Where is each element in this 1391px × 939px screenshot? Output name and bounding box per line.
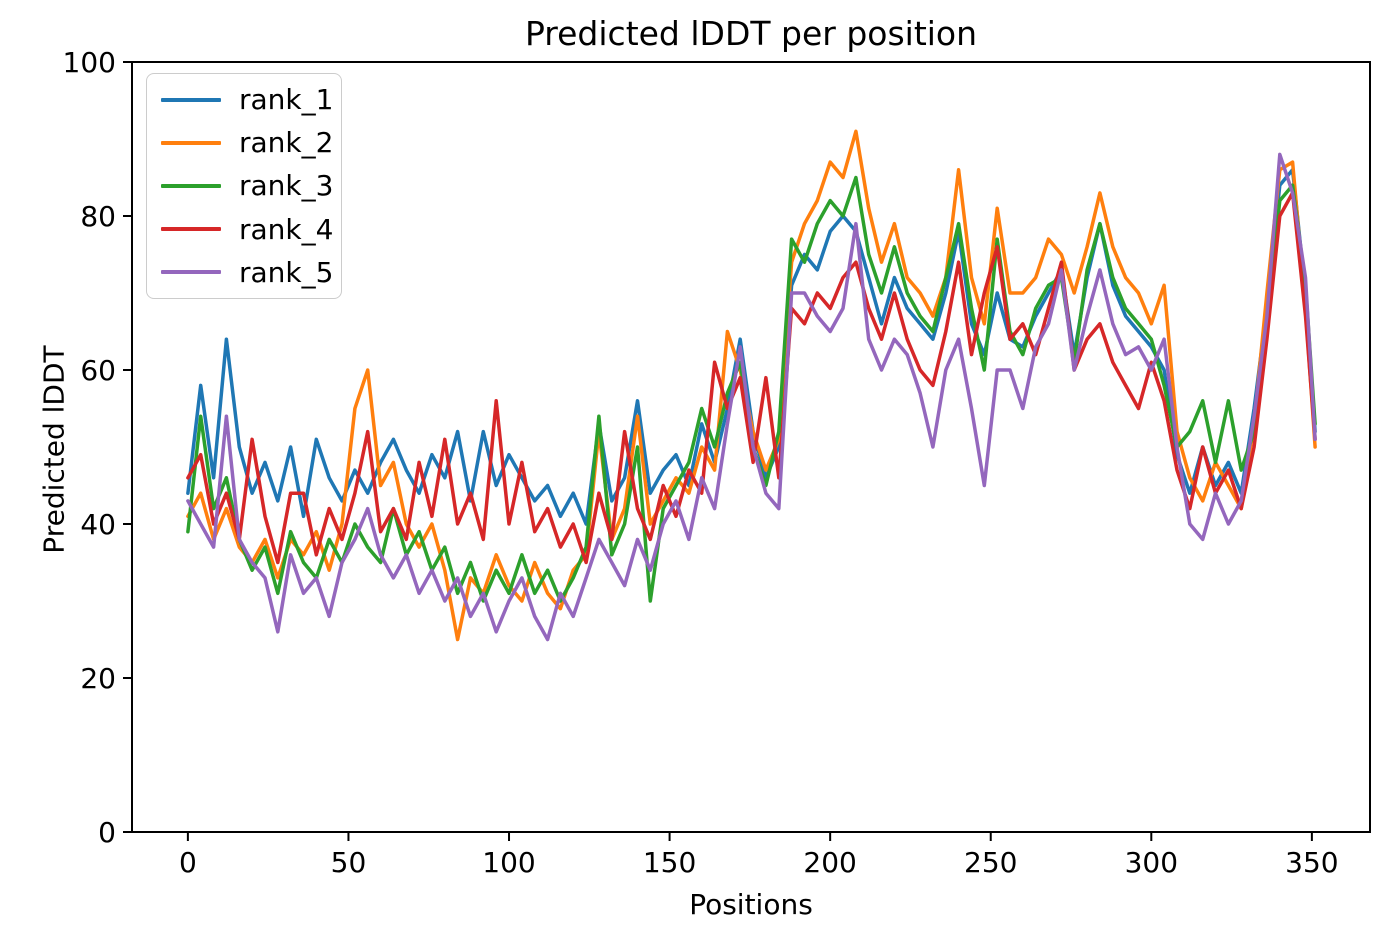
series-line-rank_2 [186,129,1317,642]
y-tick-label: 20 [80,662,116,695]
x-tick-label: 200 [803,846,856,879]
legend-label: rank_1 [239,83,334,117]
legend-item-rank_2: rank_2 [147,126,341,159]
legend-swatch-rank_4 [161,227,221,232]
x-tick-label: 250 [964,846,1017,879]
y-tick-label: 60 [80,354,116,387]
legend-swatch-rank_3 [161,183,221,188]
chart-title: Predicted lDDT per position [524,14,978,53]
plot-frame [131,61,1371,833]
x-tick-label: 150 [643,846,696,879]
legend-label: rank_3 [239,169,334,203]
legend-swatch-rank_2 [161,140,221,145]
x-tick-label: 350 [1285,846,1338,879]
y-tick-label: 0 [98,816,116,849]
x-axis-label: Positions [689,888,813,921]
x-tick-label: 100 [482,846,535,879]
x-tick-label: 300 [1125,846,1178,879]
legend-item-rank_4: rank_4 [147,213,341,246]
legend-item-rank_5: rank_5 [147,256,341,289]
y-tick-label: 80 [80,200,116,233]
legend-item-rank_1: rank_1 [147,83,341,116]
x-tick-label: 0 [179,846,197,879]
legend-label: rank_2 [239,126,334,160]
y-tick-label: 100 [63,46,116,79]
legend-label: rank_4 [239,212,334,246]
legend-item-rank_3: rank_3 [147,169,341,202]
legend-label: rank_5 [239,255,334,289]
legend: rank_1 rank_2 rank_3 rank_4 rank_5 [146,73,342,299]
legend-swatch-rank_5 [161,270,221,275]
series-line-rank_4 [186,191,1317,565]
series-line-rank_1 [186,168,1317,526]
legend-swatch-rank_1 [161,97,221,102]
series-line-rank_5 [186,152,1317,642]
y-tick-label: 40 [80,508,116,541]
x-tick-label: 50 [331,846,367,879]
